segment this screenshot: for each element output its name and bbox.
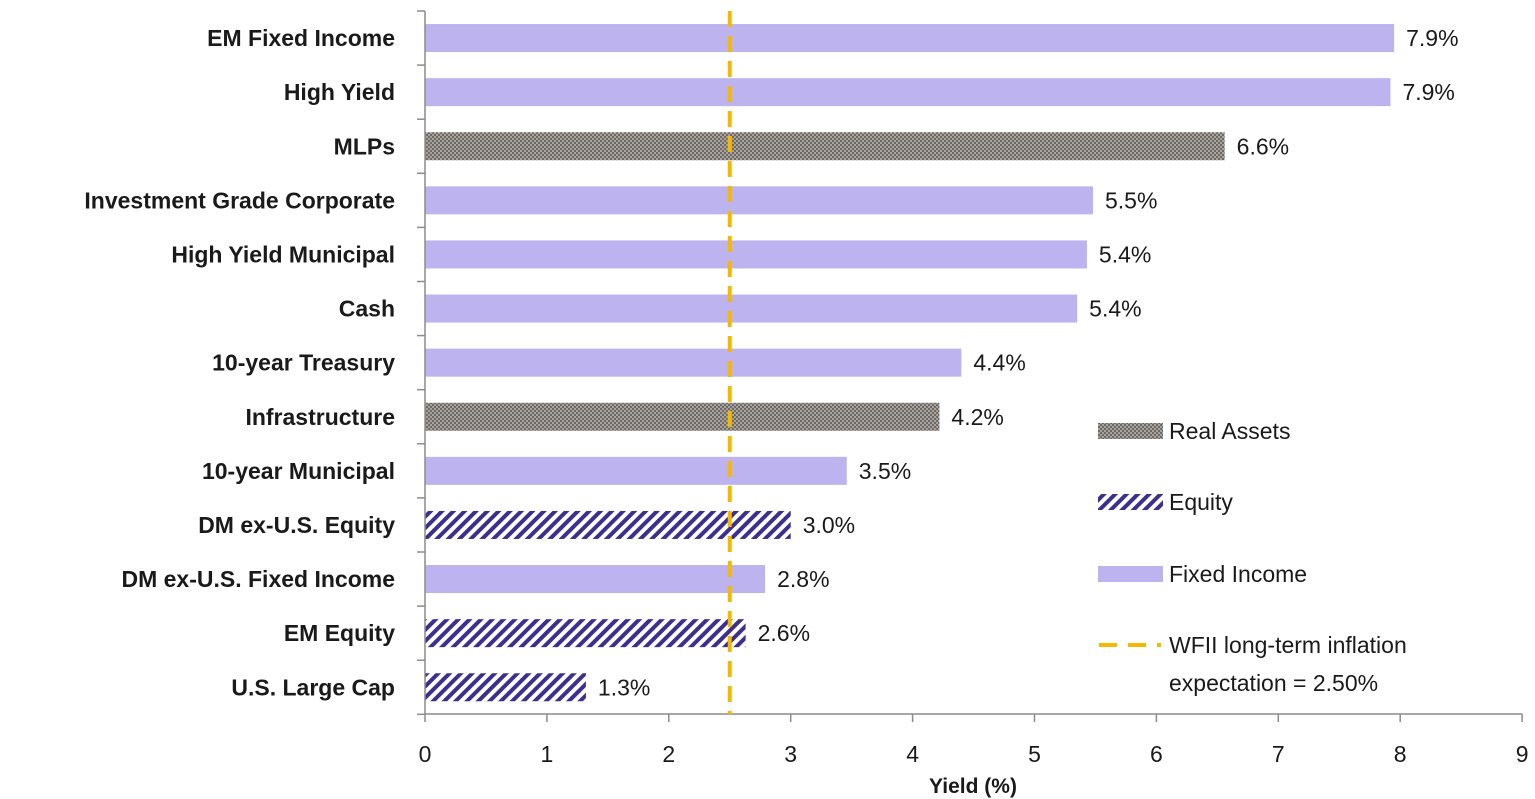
category-label: MLPs bbox=[334, 133, 395, 159]
bar bbox=[425, 456, 847, 485]
legend-label: Real Assets bbox=[1169, 418, 1290, 444]
legend-label: Fixed Income bbox=[1169, 561, 1307, 587]
category-label: EM Fixed Income bbox=[207, 25, 395, 51]
category-label: U.S. Large Cap bbox=[231, 674, 395, 700]
bar bbox=[425, 402, 940, 431]
category-label: Infrastructure bbox=[245, 404, 395, 430]
x-tick-label: 1 bbox=[541, 741, 554, 767]
data-label: 4.4% bbox=[973, 350, 1025, 376]
x-axis-title: Yield (%) bbox=[929, 775, 1017, 798]
data-label: 3.0% bbox=[803, 512, 855, 538]
axes-layer bbox=[417, 10, 1523, 722]
x-tick-label: 8 bbox=[1394, 741, 1407, 767]
data-label: 3.5% bbox=[859, 458, 911, 484]
x-tick-label: 4 bbox=[906, 741, 919, 767]
category-label: Cash bbox=[339, 296, 395, 322]
labels-layer: EM Fixed Income 7.9% High Yield 7.9% MLPs 6.6… bbox=[84, 25, 1528, 767]
data-label: 2.8% bbox=[777, 566, 829, 592]
bar bbox=[425, 240, 1087, 269]
category-label: DM ex-U.S. Fixed Income bbox=[121, 566, 395, 592]
legend-swatch bbox=[1098, 494, 1163, 510]
bar bbox=[425, 186, 1094, 215]
bar bbox=[425, 673, 586, 702]
bar bbox=[425, 510, 791, 539]
bar bbox=[425, 294, 1078, 323]
bars-layer bbox=[425, 24, 1395, 702]
x-tick-label: 0 bbox=[419, 741, 432, 767]
data-label: 6.6% bbox=[1237, 133, 1289, 159]
bar bbox=[425, 565, 766, 594]
legend-label: expectation = 2.50% bbox=[1169, 670, 1378, 696]
x-tick-label: 2 bbox=[662, 741, 675, 767]
data-label: 2.6% bbox=[758, 620, 810, 646]
bar bbox=[425, 132, 1225, 161]
category-label: High Yield bbox=[284, 79, 395, 105]
data-label: 7.9% bbox=[1406, 25, 1458, 51]
legend-swatch bbox=[1098, 423, 1163, 439]
category-label: 10-year Municipal bbox=[202, 458, 395, 484]
data-label: 4.2% bbox=[951, 404, 1003, 430]
data-label: 1.3% bbox=[598, 674, 650, 700]
data-label: 5.4% bbox=[1099, 241, 1151, 267]
legend-swatch bbox=[1098, 566, 1163, 582]
data-label: 7.9% bbox=[1402, 79, 1454, 105]
legend-label: WFII long-term inflation bbox=[1169, 632, 1407, 658]
data-label: 5.4% bbox=[1089, 296, 1141, 322]
category-label: 10-year Treasury bbox=[212, 350, 395, 376]
category-label: High Yield Municipal bbox=[171, 241, 395, 267]
x-tick-label: 3 bbox=[784, 741, 797, 767]
x-tick-label: 6 bbox=[1150, 741, 1163, 767]
legend: Real Assets Equity Fixed Income WFII long-t… bbox=[1098, 418, 1407, 696]
legend-label: Equity bbox=[1169, 489, 1233, 515]
bar bbox=[425, 78, 1391, 107]
bar bbox=[425, 24, 1395, 53]
x-tick-label: 9 bbox=[1516, 741, 1529, 767]
bar bbox=[425, 619, 746, 648]
x-tick-label: 7 bbox=[1272, 741, 1285, 767]
category-label: DM ex-U.S. Equity bbox=[198, 512, 395, 538]
category-label: Investment Grade Corporate bbox=[84, 187, 395, 213]
category-label: EM Equity bbox=[284, 620, 395, 646]
x-tick-label: 5 bbox=[1028, 741, 1041, 767]
data-label: 5.5% bbox=[1105, 187, 1157, 213]
bar bbox=[425, 348, 962, 377]
